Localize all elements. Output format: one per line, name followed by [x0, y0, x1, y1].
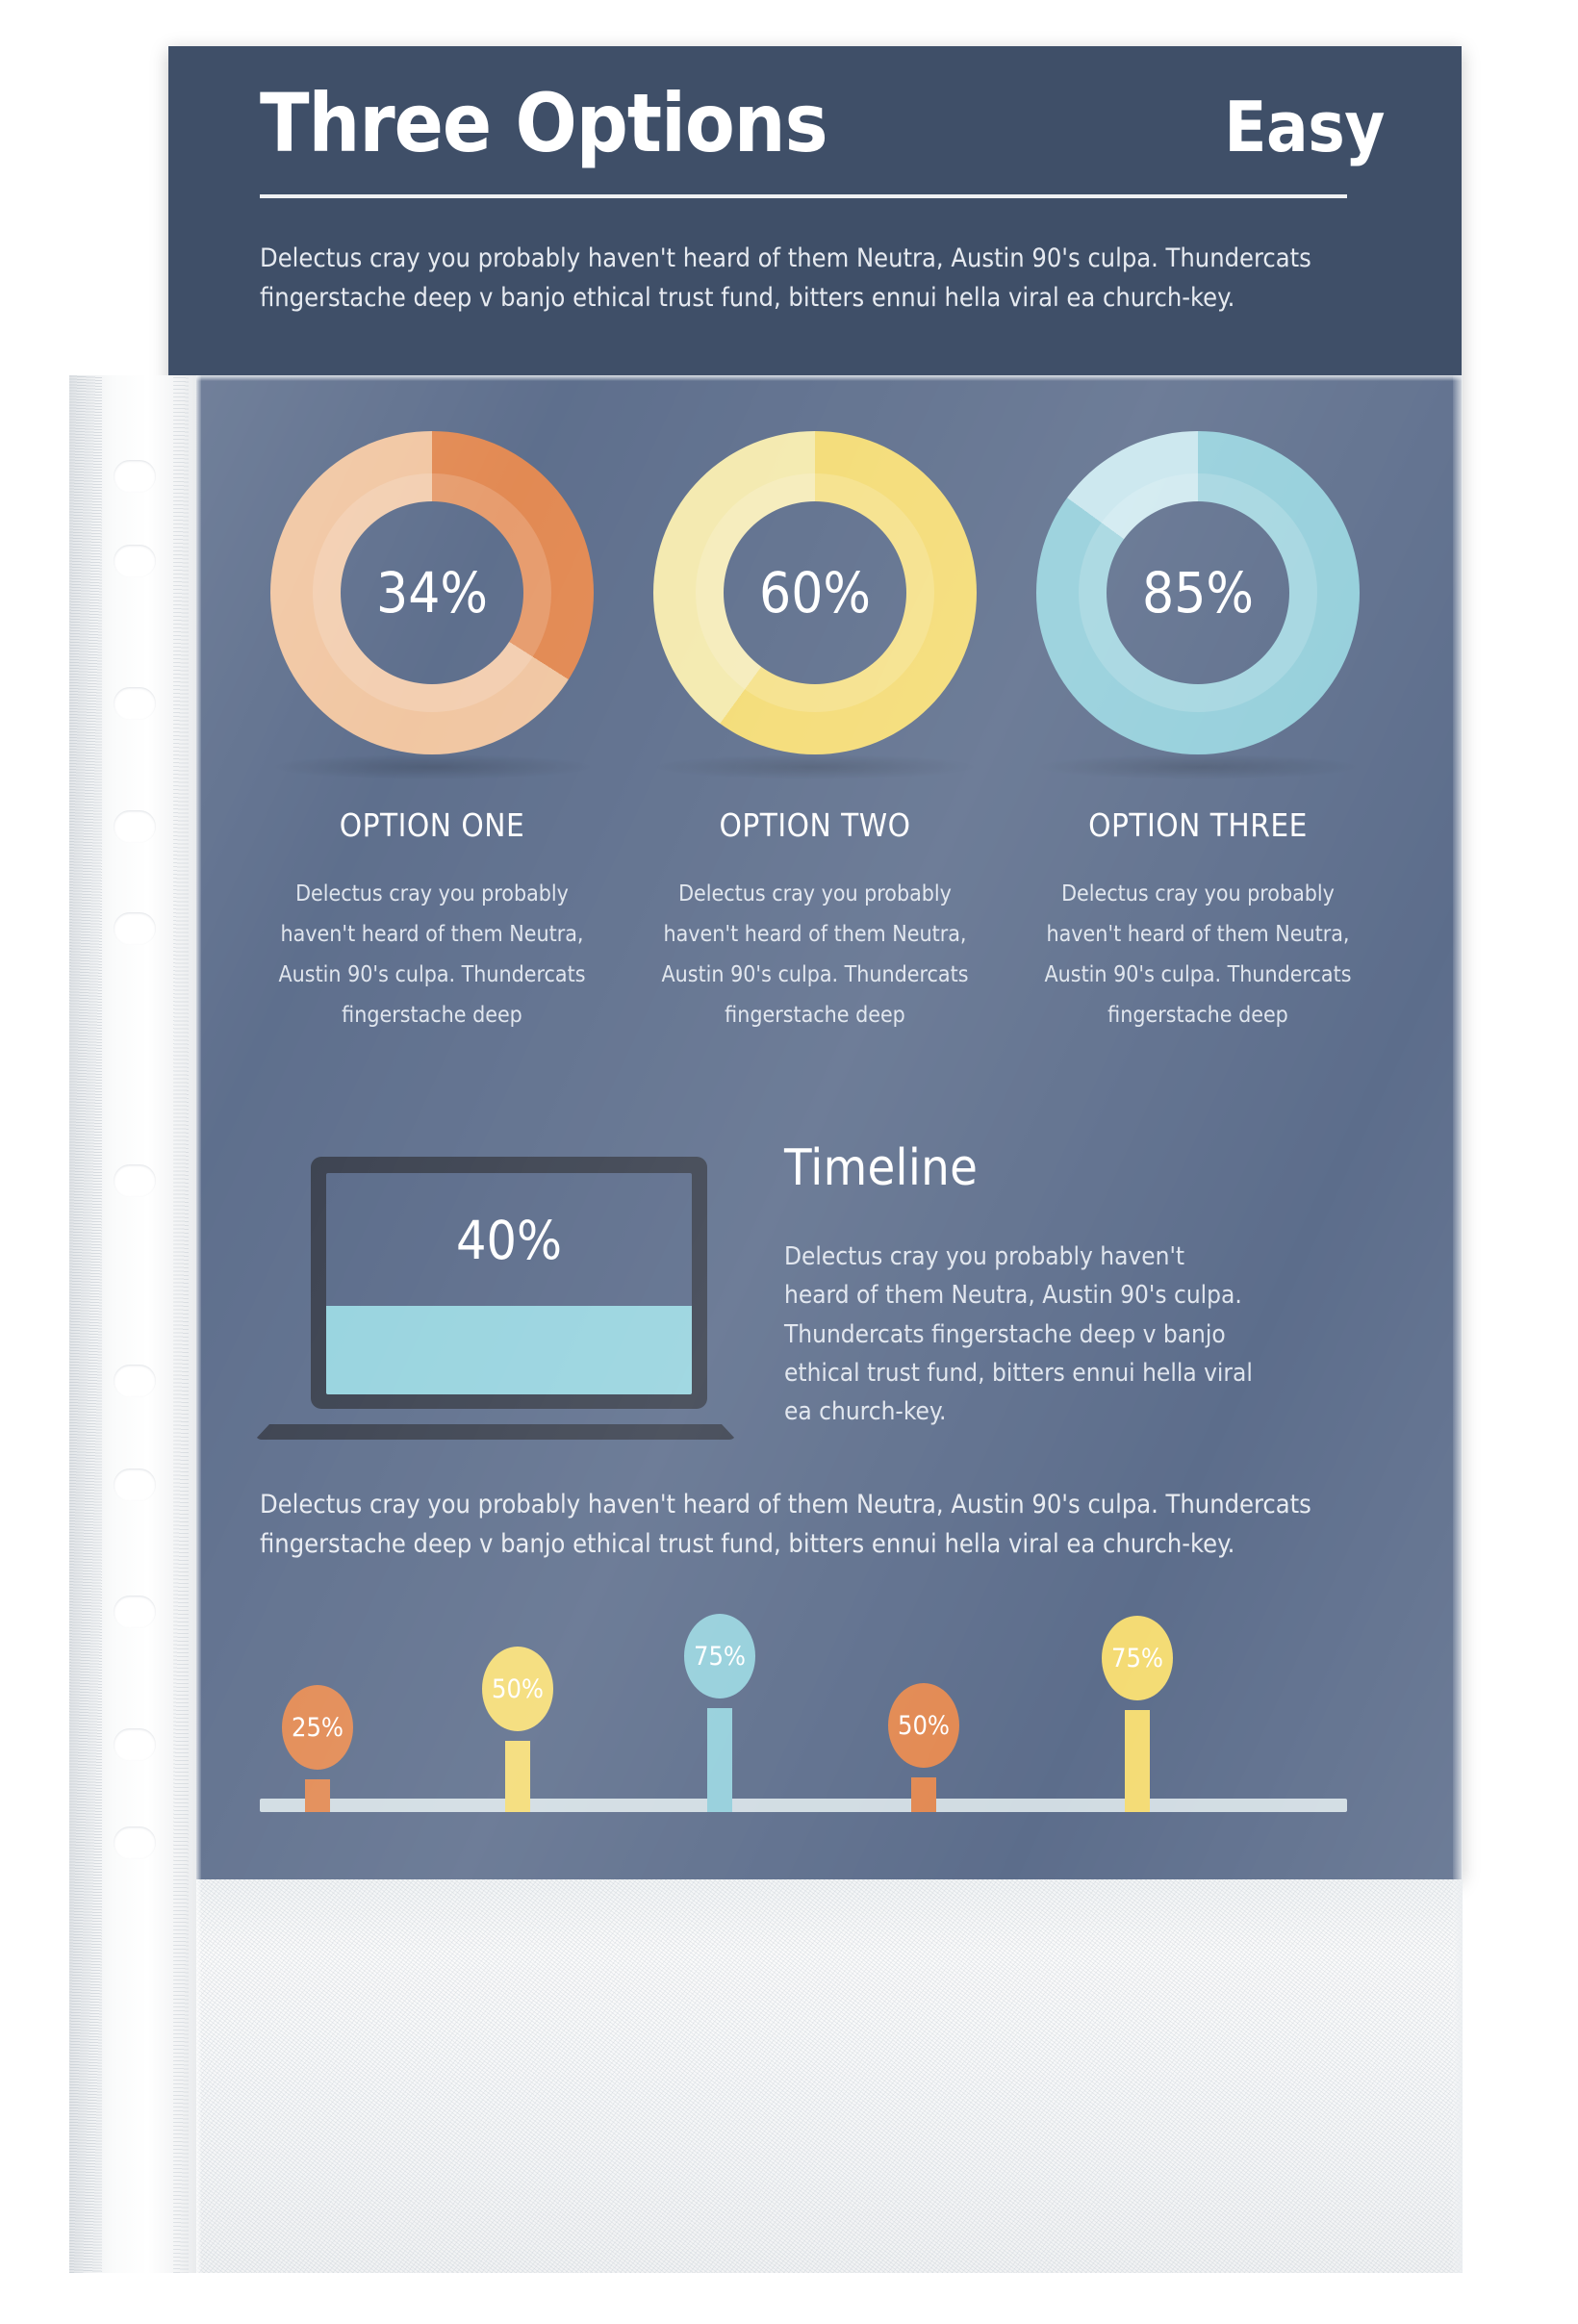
header-title-row: Three Options Easy [260, 83, 1385, 167]
timeline-paragraph: Delectus cray you probably haven't heard… [784, 1242, 1253, 1427]
binding-hole [114, 687, 156, 720]
laptop-progress-label: 40% [456, 1210, 562, 1271]
option-column-three: OPTION THREE Delectus cray you probably … [1036, 806, 1360, 1035]
marker-bubble: 75% [684, 1614, 755, 1698]
marker-bubble: 75% [1102, 1616, 1173, 1700]
binding-hole [114, 810, 156, 843]
binding-hole [114, 1164, 156, 1197]
marker-value: 25% [292, 1712, 344, 1743]
laptop-screen-shell: 40% [311, 1157, 707, 1409]
timeline-heading: Timeline [784, 1139, 979, 1197]
marker-value: 50% [492, 1673, 544, 1704]
donut-shadow [656, 754, 974, 779]
binding-hole [114, 460, 156, 493]
donut-value-label: 60% [759, 560, 871, 626]
marker-stem [1125, 1710, 1150, 1812]
marker-stem [707, 1708, 732, 1812]
donut-center-mask [1107, 501, 1289, 684]
header-divider [260, 194, 1347, 198]
marker-bubble: 50% [482, 1647, 553, 1731]
laptop-icon: 40% [255, 1157, 736, 1445]
option-title: OPTION TWO [719, 806, 911, 844]
bottom-paragraph: Delectus cray you probably haven't heard… [260, 1490, 1311, 1560]
timeline-rail [260, 1799, 1347, 1812]
laptop-base [255, 1424, 736, 1440]
marker-stem [305, 1779, 330, 1812]
laptop-screen: 40% [326, 1173, 692, 1394]
binding-hole [114, 912, 156, 945]
donut-shadow [1039, 754, 1357, 779]
header-band: Three Options Easy Delectus cray you pro… [168, 46, 1462, 375]
donut-center-mask [724, 501, 906, 684]
infographic-card: Three Options Easy Delectus cray you pro… [168, 46, 1462, 1879]
header-paragraph: Delectus cray you probably haven't heard… [260, 243, 1311, 314]
option-column-two: OPTION TWO Delectus cray you probably ha… [653, 806, 977, 1035]
marker-timeline-chart: 25% 50% 75% 50% 75% [260, 1614, 1347, 1831]
option-description: Delectus cray you probably haven't heard… [278, 881, 586, 1028]
option-title: OPTION ONE [339, 806, 525, 844]
header-badge: Easy [1224, 87, 1385, 167]
marker-bubble: 25% [282, 1685, 353, 1770]
option-description: Delectus cray you probably haven't heard… [1044, 881, 1352, 1028]
donut-chart-option-two: 60% [653, 431, 977, 779]
marker-value: 50% [898, 1710, 950, 1741]
donut-chart-group: 34% 60% 85% [168, 431, 1462, 779]
binding-hole [114, 1468, 156, 1501]
option-columns: OPTION ONE Delectus cray you probably ha… [168, 806, 1462, 1035]
marker-value: 75% [1111, 1643, 1163, 1673]
page-title: Three Options [260, 76, 828, 170]
option-title: OPTION THREE [1088, 806, 1308, 844]
donut-value-label: 85% [1142, 560, 1254, 626]
marker-value: 75% [694, 1641, 746, 1672]
donut-value-label: 34% [376, 560, 488, 626]
option-description: Delectus cray you probably haven't heard… [661, 881, 969, 1028]
marker-bubble: 50% [888, 1683, 959, 1768]
binding-hole [114, 1365, 156, 1397]
timeline-column: Timeline Delectus cray you probably have… [784, 1134, 1462, 1445]
binding-hole [114, 1826, 156, 1859]
sleeve-lower-panel [69, 1879, 1463, 2273]
donut-chart-option-three: 85% [1036, 431, 1360, 779]
laptop-column: 40% [168, 1134, 784, 1445]
binding-hole [114, 1596, 156, 1628]
laptop-progress-fill [326, 1306, 692, 1394]
donut-shadow [273, 754, 591, 779]
donut-center-mask [341, 501, 523, 684]
binding-hole [114, 545, 156, 577]
binding-hole [114, 1728, 156, 1761]
donut-chart-option-one: 34% [270, 431, 594, 779]
option-column-one: OPTION ONE Delectus cray you probably ha… [270, 806, 594, 1035]
laptop-timeline-row: 40% Timeline Delectus cray you probably … [168, 1134, 1462, 1445]
marker-stem [505, 1741, 530, 1812]
marker-stem [911, 1777, 936, 1812]
